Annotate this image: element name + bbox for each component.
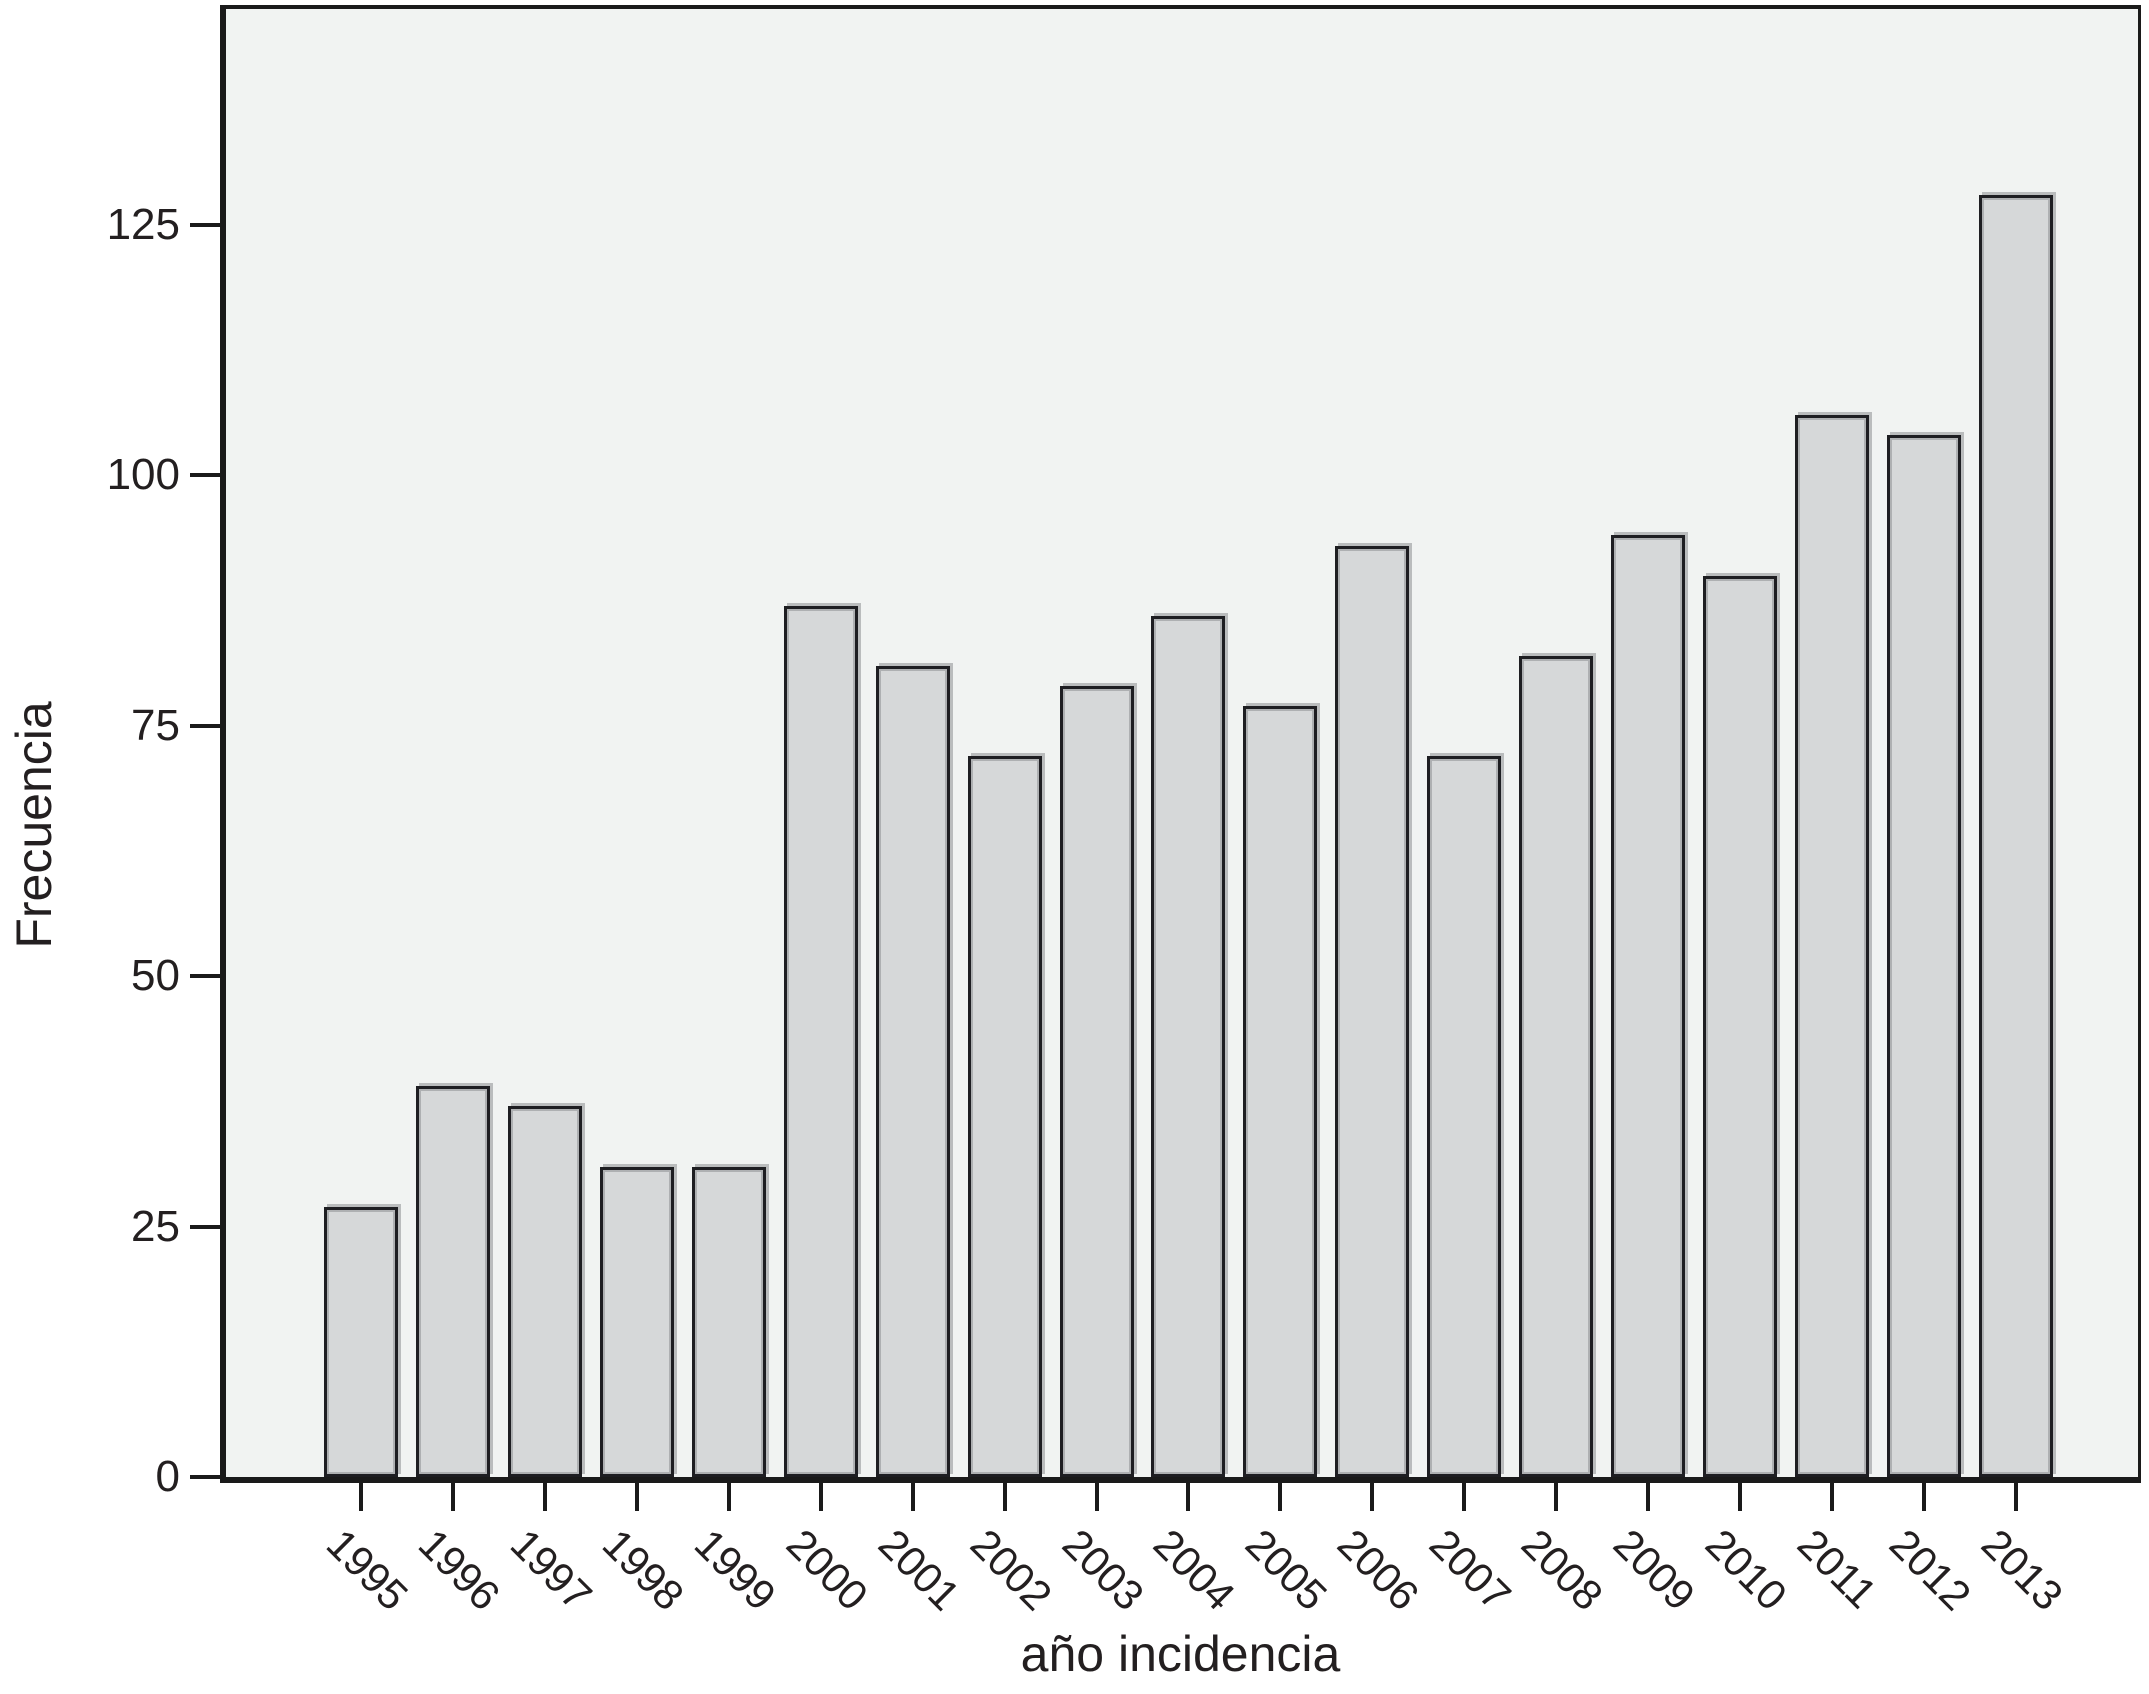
x-tick-label-1996: 1996 [409,1520,510,1620]
y-axis-line [220,5,226,1483]
y-tick-25 [190,1224,220,1229]
bar-2007 [1427,756,1502,1477]
bar-2009 [1611,535,1686,1477]
x-tick-2002 [1002,1483,1007,1511]
y-axis-title: Frecuencia [6,701,62,949]
plot-frame-right [2138,5,2141,1483]
x-tick-2010 [1738,1483,1743,1511]
y-tick-label-75: 75 [131,700,180,750]
bar-2000 [783,606,858,1477]
bar-2003 [1059,686,1134,1477]
y-tick-label-50: 50 [131,951,180,1001]
x-tick-label-2012: 2012 [1880,1520,1981,1620]
y-tick-label-100: 100 [106,450,180,500]
x-tick-label-1998: 1998 [593,1520,693,1620]
x-tick-2011 [1830,1483,1835,1511]
bar-2013 [1978,195,2053,1477]
x-tick-label-2004: 2004 [1145,1520,1245,1620]
bar-1996 [415,1086,490,1477]
x-tick-1996 [450,1483,455,1511]
x-tick-2004 [1186,1483,1191,1511]
x-tick-label-2010: 2010 [1696,1520,1797,1620]
y-tick-label-0: 0 [155,1452,180,1501]
bar-2004 [1151,616,1226,1477]
x-tick-label-2009: 2009 [1604,1520,1705,1620]
y-tick-125 [190,223,220,227]
y-tick-75 [190,723,220,728]
bar-1995 [324,1207,398,1477]
y-tick-100 [190,473,220,478]
bar-2010 [1703,576,1778,1477]
bar-2012 [1886,435,1961,1477]
x-tick-label-2011: 2011 [1788,1520,1886,1618]
plot-frame-top [220,5,2141,9]
x-tick-label-2001: 2001 [869,1520,969,1620]
x-tick-label-2007: 2007 [1421,1520,1521,1620]
x-tick-2007 [1462,1483,1467,1511]
x-tick-label-2008: 2008 [1512,1520,1613,1620]
x-tick-2005 [1278,1483,1283,1511]
bar-1999 [691,1167,766,1477]
x-tick-2001 [910,1483,915,1511]
x-tick-1997 [542,1483,547,1511]
bar-2008 [1519,656,1594,1477]
x-tick-label-2002: 2002 [961,1520,1061,1620]
x-tick-label-2006: 2006 [1329,1520,1429,1620]
x-tick-label-2003: 2003 [1053,1520,1153,1620]
x-tick-1998 [634,1483,639,1511]
x-tick-label-1995: 1995 [317,1520,418,1620]
y-tick-label-125: 125 [106,200,180,249]
x-tick-2013 [2013,1483,2018,1511]
bar-2011 [1795,415,1870,1477]
x-tick-label-2000: 2000 [777,1520,877,1620]
y-tick-0 [190,1475,220,1479]
bar-2002 [967,756,1042,1477]
plot-area [226,5,2138,1477]
y-tick-label-25: 25 [131,1201,180,1251]
bar-1998 [599,1167,674,1477]
y-tick-50 [190,974,220,979]
x-tick-label-2013: 2013 [1972,1520,2072,1620]
bar-1997 [507,1106,582,1477]
x-tick-label-1999: 1999 [685,1520,785,1620]
x-tick-2012 [1921,1483,1926,1511]
bar-2005 [1243,706,1318,1477]
x-tick-label-1997: 1997 [501,1520,601,1620]
x-axis-line [220,1477,2141,1483]
x-tick-2003 [1094,1483,1099,1511]
x-tick-2000 [818,1483,823,1511]
x-tick-1995 [359,1483,363,1511]
x-tick-2009 [1646,1483,1651,1511]
x-tick-label-2005: 2005 [1237,1520,1337,1620]
bar-2001 [875,666,950,1477]
x-tick-2006 [1370,1483,1375,1511]
x-tick-2008 [1554,1483,1559,1511]
x-tick-1999 [726,1483,731,1511]
bar-2006 [1335,546,1410,1477]
x-axis-title: año incidencia [1020,1626,1341,1682]
